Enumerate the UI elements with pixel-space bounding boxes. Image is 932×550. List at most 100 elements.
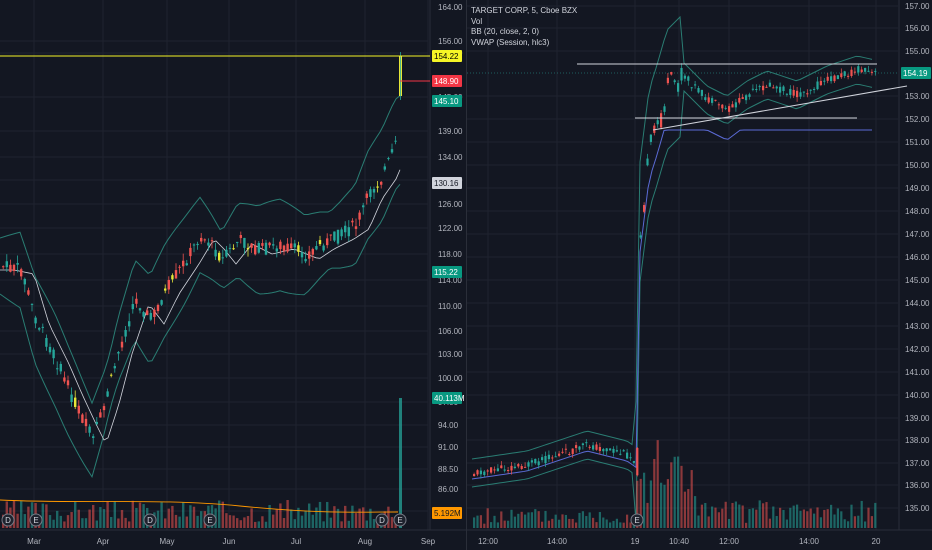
candle[interactable] [473, 474, 476, 477]
candle[interactable] [609, 448, 612, 451]
candle[interactable] [282, 245, 286, 252]
price-tag[interactable] [432, 392, 462, 404]
candle[interactable] [581, 443, 584, 446]
candle[interactable] [741, 97, 744, 99]
candle[interactable] [558, 453, 561, 456]
candle[interactable] [486, 470, 489, 472]
candle[interactable] [135, 298, 138, 304]
candle[interactable] [92, 436, 95, 438]
candle[interactable] [809, 89, 812, 91]
event-marker[interactable] [203, 513, 217, 527]
candle[interactable] [333, 231, 336, 241]
candle[interactable] [178, 266, 181, 268]
candle[interactable] [160, 300, 163, 305]
candle[interactable] [694, 84, 697, 86]
candle[interactable] [362, 205, 365, 208]
candle[interactable] [279, 241, 282, 250]
candle[interactable] [700, 89, 703, 96]
candle[interactable] [207, 242, 210, 246]
candle[interactable] [268, 242, 271, 246]
price-tag[interactable] [432, 507, 462, 519]
candle[interactable] [636, 447, 639, 476]
candle[interactable] [23, 278, 26, 285]
candle[interactable] [347, 227, 350, 237]
candle[interactable] [308, 251, 311, 259]
candle[interactable] [322, 245, 325, 251]
candle[interactable] [221, 257, 224, 259]
candle[interactable] [174, 270, 178, 279]
candle[interactable] [196, 243, 199, 246]
candle[interactable] [182, 260, 185, 267]
candle[interactable] [728, 106, 731, 112]
candle[interactable] [149, 312, 152, 320]
candle[interactable] [775, 86, 778, 89]
candle[interactable] [128, 321, 131, 327]
candle[interactable] [643, 205, 646, 212]
candle[interactable] [246, 247, 250, 250]
candle[interactable] [290, 243, 293, 249]
candle[interactable] [503, 469, 506, 471]
event-marker[interactable] [1, 513, 15, 527]
candle[interactable] [304, 258, 307, 262]
candle[interactable] [500, 465, 503, 469]
candle[interactable] [2, 266, 5, 268]
candle[interactable] [326, 238, 329, 246]
candle[interactable] [250, 243, 253, 248]
candle[interactable] [646, 158, 649, 166]
candle[interactable] [185, 263, 188, 266]
candle[interactable] [243, 237, 246, 248]
candle[interactable] [48, 346, 52, 353]
candle[interactable] [297, 245, 300, 252]
candle[interactable] [110, 374, 113, 376]
candle[interactable] [34, 317, 37, 324]
candle[interactable] [490, 467, 493, 473]
candle[interactable] [483, 471, 486, 475]
candle[interactable] [551, 457, 554, 459]
candle[interactable] [666, 77, 669, 84]
candle[interactable] [517, 464, 520, 467]
candle[interactable] [561, 451, 564, 453]
candle[interactable] [524, 466, 527, 468]
candle[interactable] [45, 337, 48, 347]
candle[interactable] [779, 86, 782, 93]
candle[interactable] [232, 248, 235, 250]
candle[interactable] [272, 244, 275, 246]
legend-symbol[interactable]: TARGET CORP, 5, Cboe BZX [471, 6, 578, 15]
candle[interactable] [745, 95, 748, 101]
candle[interactable] [857, 66, 860, 73]
candle[interactable] [864, 67, 867, 72]
candle[interactable] [63, 377, 66, 382]
legend-bollinger[interactable]: BB (20, close, 2, 0) [471, 27, 540, 36]
candle[interactable] [649, 134, 652, 142]
event-marker[interactable] [375, 513, 389, 527]
candle[interactable] [717, 104, 720, 106]
candle[interactable] [214, 249, 217, 257]
price-tag[interactable] [901, 67, 931, 79]
candle[interactable] [588, 446, 591, 448]
candle[interactable] [724, 107, 727, 109]
candle[interactable] [816, 81, 819, 90]
candle[interactable] [537, 461, 540, 466]
left-chart-pane[interactable]: 164.00156.00152.00145.00139.00134.00130.… [0, 0, 466, 550]
candle[interactable] [84, 418, 88, 427]
candle[interactable] [527, 462, 530, 467]
candle[interactable] [840, 73, 843, 78]
right-chart-canvas[interactable]: 157.00 156.00 155.00 153.00 152.00 151.00 150.… [467, 0, 932, 550]
candle[interactable] [802, 91, 805, 93]
candle[interactable] [534, 458, 537, 464]
candle[interactable] [541, 457, 544, 461]
candle[interactable] [354, 226, 358, 229]
candle[interactable] [493, 469, 496, 471]
candle[interactable] [257, 242, 260, 253]
candle[interactable] [56, 368, 59, 370]
candle[interactable] [731, 104, 734, 108]
candle[interactable] [592, 445, 595, 450]
candle[interactable] [687, 76, 690, 81]
candle[interactable] [9, 264, 12, 272]
candle[interactable] [789, 88, 792, 95]
candle[interactable] [106, 391, 109, 397]
candle[interactable] [612, 448, 615, 453]
candle[interactable] [369, 189, 372, 197]
candle[interactable] [578, 446, 581, 450]
candle[interactable] [530, 460, 533, 463]
